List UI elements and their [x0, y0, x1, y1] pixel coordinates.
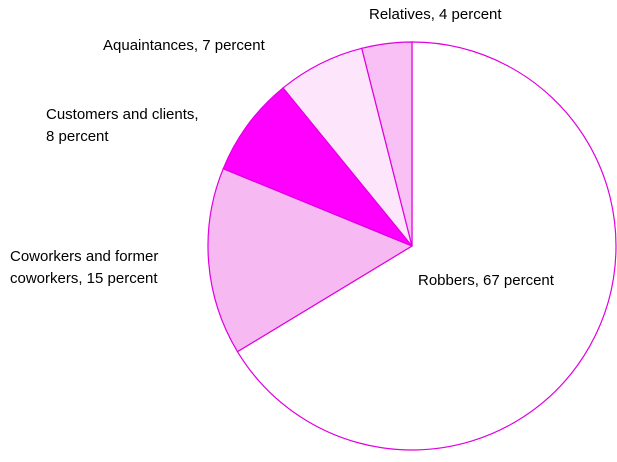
slice-label-line: Relatives, 4 percent — [369, 6, 502, 23]
slice-label: Aquaintances, 7 percent — [103, 37, 266, 54]
slice-label: Customers and clients, 8 percent — [46, 106, 199, 145]
slice-label-line: Robbers, 67 percent — [418, 272, 555, 289]
slice-label-line: Customers and clients, — [46, 106, 199, 123]
slice-label: Relatives, 4 percent — [369, 6, 502, 23]
pie-slice — [236, 41, 617, 451]
pie-slice — [222, 87, 413, 247]
pie-slice — [361, 41, 413, 247]
slice-label: Coworkers and former coworkers, 15 percen… — [10, 248, 158, 287]
slice-label: Robbers, 67 percent — [418, 272, 555, 289]
pie-slice — [207, 167, 414, 353]
slice-label-line: Aquaintances, 7 percent — [103, 37, 266, 54]
slice-label-line: coworkers, 15 percent — [10, 270, 158, 287]
slice-label-line: 8 percent — [46, 128, 109, 145]
slice-label-line: Coworkers and former — [10, 248, 158, 265]
